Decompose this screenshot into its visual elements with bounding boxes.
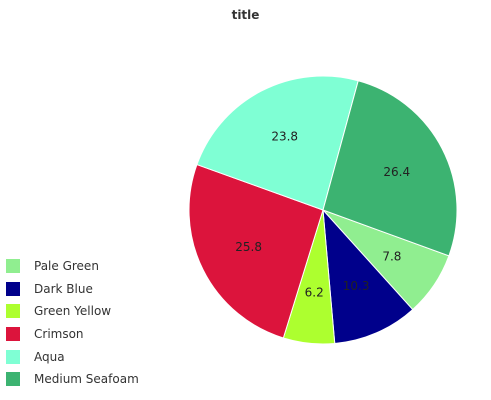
legend-item: Dark Blue — [6, 278, 176, 301]
slice-value-label: 6.2 — [305, 286, 324, 300]
legend-swatch — [6, 281, 20, 296]
pie-slice-medium-seafoam — [322, 80, 458, 257]
chart-title: title — [231, 8, 260, 22]
legend-swatch — [6, 327, 20, 342]
slice-value-label: 25.8 — [235, 240, 262, 254]
slice-value-label: 26.4 — [383, 165, 410, 179]
legend-swatch — [6, 259, 20, 274]
legend-label: Green Yellow — [34, 304, 112, 319]
slice-value-label: 7.8 — [382, 249, 401, 263]
pie-slice-aqua — [196, 75, 359, 211]
slice-value-label: 10.3 — [343, 279, 370, 293]
legend-item: Medium Seafoam — [6, 368, 176, 391]
legend-item: Pale Green — [6, 255, 176, 278]
legend-swatch — [6, 349, 20, 364]
pie-slice-dark-blue — [322, 208, 414, 345]
legend: Pale Green Dark Blue Green Yellow Crimson Aq… — [6, 255, 176, 391]
legend-swatch — [6, 372, 20, 387]
slice-value-label: 23.8 — [271, 129, 298, 143]
legend-item: Aqua — [6, 345, 176, 368]
legend-label: Aqua — [34, 349, 65, 364]
legend-swatch — [6, 304, 20, 319]
legend-label: Dark Blue — [34, 281, 93, 296]
pie-slice-crimson — [188, 163, 324, 339]
legend-label: Pale Green — [34, 259, 99, 274]
legend-item: Green Yellow — [6, 300, 176, 323]
legend-item: Crimson — [6, 323, 176, 346]
legend-label: Crimson — [34, 327, 84, 342]
legend-label: Medium Seafoam — [34, 372, 139, 387]
